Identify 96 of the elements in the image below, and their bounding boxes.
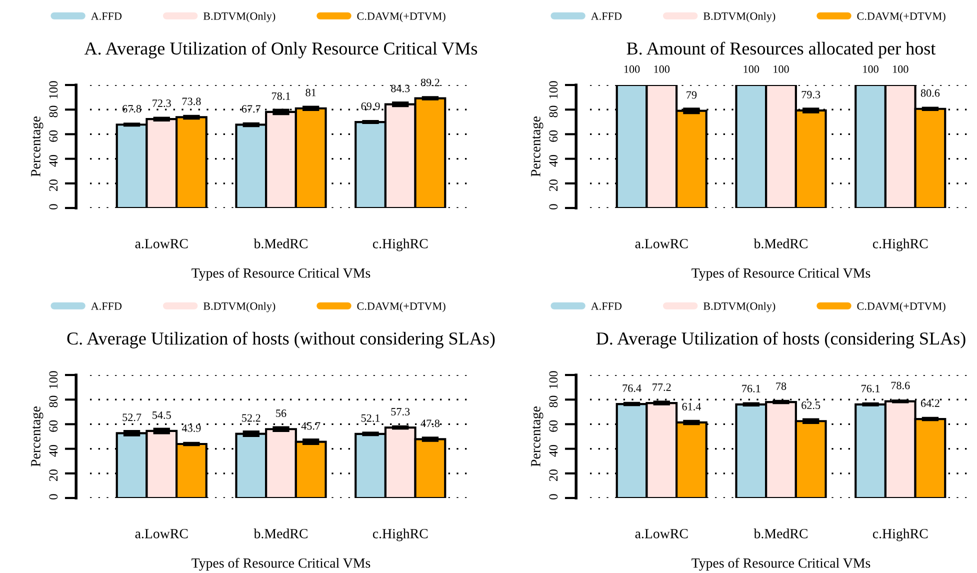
data-label: 100 — [624, 65, 640, 73]
data-label: 45.7 — [301, 422, 320, 430]
y-tick-label: 20 — [49, 180, 58, 192]
y-tick-label: 100 — [549, 371, 558, 388]
x-tick-label: b.MedRC — [754, 238, 808, 248]
y-tick-label: 0 — [49, 494, 58, 500]
legend-label: A.FFD — [590, 12, 622, 20]
x-tick-label: b.MedRC — [254, 528, 308, 538]
data-label: 72.3 — [152, 100, 171, 108]
data-label: 100 — [774, 65, 789, 73]
y-tick-label: 60 — [49, 130, 58, 142]
x-tick-label: b.MedRC — [254, 238, 308, 248]
y-tick-label: 40 — [49, 444, 58, 457]
y-tick-label: 60 — [549, 420, 558, 432]
data-label: 79 — [686, 91, 697, 99]
data-label: 84.3 — [391, 84, 410, 92]
data-label: 67.7 — [242, 105, 261, 113]
y-tick-label: 100 — [49, 81, 58, 98]
x-tick-label: a.LowRC — [635, 528, 688, 538]
x-tick-label: c.HighRC — [872, 238, 928, 252]
x-tick-label: c.HighRC — [372, 528, 428, 542]
data-label: 64.2 — [920, 399, 940, 407]
legend-label: C.DAVM(+DTVM) — [857, 302, 946, 312]
y-tick-label: 40 — [49, 154, 58, 167]
legend-label: C.DAVM(+DTVM) — [357, 12, 446, 22]
legend-label: B.DTVM(Only) — [203, 302, 276, 312]
chart-title: A. Average Utilization of Only Resource Critical VMs — [84, 42, 478, 58]
data-label: 76.1 — [862, 384, 880, 392]
chart-title: B. Amount of Resources allocated per host — [626, 42, 936, 58]
y-tick-label: 60 — [49, 420, 58, 432]
data-label: 62.5 — [802, 402, 820, 410]
data-label: 52.2 — [242, 414, 260, 422]
x-axis-title: Types of Resource Critical VMs — [192, 558, 370, 571]
legend-label: C.DAVM(+DTVM) — [357, 302, 446, 312]
y-tick-label: 40 — [549, 444, 558, 457]
chart-title: D. Average Utilization of hosts (considering SLAs) — [596, 332, 966, 348]
legend-label: C.DAVM(+DTVM) — [857, 12, 946, 22]
data-label: 89.2 — [420, 78, 440, 86]
x-axis-title: Types of Resource Critical VMs — [192, 268, 370, 281]
data-label: 52.7 — [122, 414, 142, 422]
y-axis-title: Percentage — [531, 406, 544, 467]
y-tick-label: 80 — [549, 396, 558, 408]
data-label: 100 — [893, 65, 908, 73]
data-label: 76.1 — [742, 384, 760, 392]
data-label: 100 — [863, 65, 878, 73]
legend-label: A.FFD — [90, 12, 122, 20]
y-tick-label: 0 — [49, 204, 58, 210]
chart-title: C. Average Utilization of hosts (without considering SLAs) — [67, 332, 495, 348]
legend-label: A.FFD — [590, 302, 622, 310]
data-label: 73.8 — [182, 98, 201, 106]
data-label: 100 — [744, 65, 760, 73]
legend-label: B.DTVM(Only) — [203, 12, 276, 22]
data-label: 81 — [306, 88, 316, 96]
data-label: 52.1 — [361, 414, 380, 422]
y-tick-label: 80 — [49, 106, 58, 118]
x-tick-label: a.LowRC — [635, 238, 688, 248]
data-label: 78.6 — [891, 382, 910, 390]
legend-label: B.DTVM(Only) — [703, 302, 776, 312]
y-tick-label: 100 — [49, 371, 58, 388]
data-label: 56 — [276, 410, 286, 418]
y-tick-label: 60 — [549, 130, 558, 142]
data-label: 80.6 — [920, 89, 940, 97]
data-label: 78 — [776, 382, 786, 390]
y-tick-label: 0 — [549, 204, 558, 210]
data-label: 61.4 — [682, 402, 702, 410]
y-axis-title: Percentage — [31, 116, 44, 177]
data-label: 43.9 — [182, 424, 201, 432]
y-tick-label: 0 — [549, 494, 558, 500]
x-axis-title: Types of Resource Critical VMs — [692, 558, 870, 571]
y-axis-title: Percentage — [31, 406, 44, 467]
data-label: 79.3 — [802, 90, 820, 98]
y-tick-label: 20 — [549, 470, 558, 482]
data-label: 67.8 — [122, 105, 142, 113]
legend-label: B.DTVM(Only) — [703, 12, 776, 22]
data-label: 57.3 — [391, 408, 410, 416]
y-tick-label: 80 — [549, 106, 558, 118]
y-tick-label: 100 — [549, 81, 558, 98]
x-tick-label: b.MedRC — [754, 528, 808, 538]
data-label: 77.2 — [652, 383, 671, 391]
x-tick-label: a.LowRC — [135, 238, 188, 248]
data-label: 100 — [654, 65, 670, 73]
data-label: 47.8 — [420, 420, 440, 428]
y-tick-label: 20 — [549, 180, 558, 192]
data-label: 76.4 — [622, 384, 642, 392]
x-tick-label: a.LowRC — [135, 528, 188, 538]
y-axis-title: Percentage — [531, 116, 544, 177]
x-tick-label: c.HighRC — [872, 528, 928, 542]
y-tick-label: 80 — [49, 396, 58, 408]
data-label: 54.5 — [152, 411, 171, 419]
y-tick-label: 20 — [49, 470, 58, 482]
x-axis-title: Types of Resource Critical VMs — [692, 268, 870, 281]
legend-label: A.FFD — [90, 302, 122, 310]
data-label: 78.1 — [272, 92, 290, 100]
y-tick-label: 40 — [549, 154, 558, 167]
x-tick-label: c.HighRC — [372, 238, 428, 252]
data-label: 69.9 — [361, 102, 380, 110]
